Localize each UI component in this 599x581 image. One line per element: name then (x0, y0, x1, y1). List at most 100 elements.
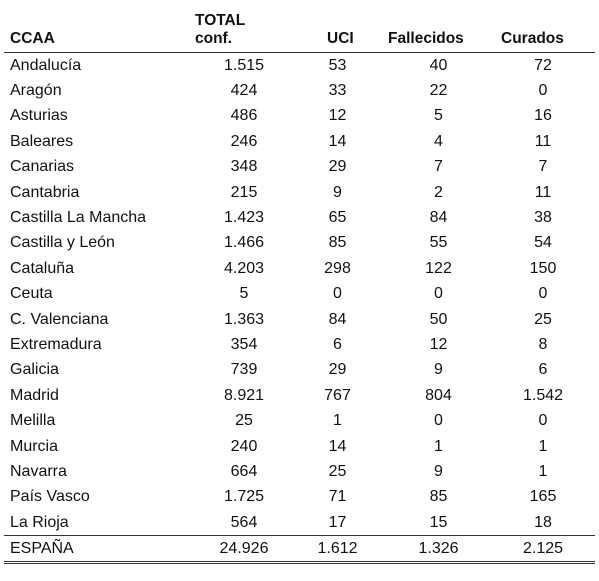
total-fallecidos-cell: 1.326 (382, 534, 489, 564)
header-total-conf: TOTAL conf. (179, 6, 291, 53)
table-row: Cantabria 215 9 2 11 (4, 179, 595, 204)
total-conf-cell: 25 (235, 412, 253, 430)
total-conf-cell: 354 (230, 335, 258, 353)
curados-cell: 0 (538, 285, 548, 303)
table-row: Melilla 25 1 0 0 (4, 408, 595, 433)
uci-cell: 65 (328, 209, 347, 227)
total-conf-cell: 1.466 (223, 234, 265, 252)
table-row: País Vasco 1.725 71 85 165 (4, 484, 595, 509)
region-cell: Castilla y León (10, 234, 115, 252)
curados-cell: 25 (534, 310, 552, 328)
total-conf-cell: 424 (230, 82, 258, 100)
fallecidos-cell: 9 (434, 361, 443, 379)
curados-cell: 0 (538, 412, 548, 430)
uci-cell: 9 (333, 183, 342, 201)
total-conf-cell: 486 (230, 107, 258, 125)
table-row: Canarias 348 29 7 7 (4, 154, 595, 179)
total-conf-cell: 246 (230, 132, 258, 150)
curados-cell: 16 (534, 107, 552, 125)
total-conf-cell: 1.363 (223, 310, 265, 328)
uci-cell: 1 (333, 412, 342, 430)
table-row: Cataluña 4.203 298 122 150 (4, 256, 595, 281)
total-uci-cell: 1.612 (291, 534, 382, 564)
covid-cases-table: CCAA TOTAL conf. UCI Fallecidos Curados … (4, 6, 595, 564)
uci-cell: 29 (328, 158, 347, 176)
curados-cell: 150 (529, 259, 557, 277)
region-cell: C. Valenciana (10, 310, 109, 328)
table-row: Madrid 8.921 767 804 1.542 (4, 383, 595, 408)
total-conf-cell: 564 (230, 513, 258, 531)
uci-cell: 14 (328, 437, 347, 455)
curados-cell: 1 (538, 462, 548, 480)
table-row: Baleares 246 14 4 11 (4, 129, 595, 154)
region-cell: Baleares (10, 132, 74, 150)
uci-cell: 84 (328, 310, 347, 328)
uci-cell: 14 (328, 132, 347, 150)
region-cell: País Vasco (10, 488, 90, 506)
total-conf-cell: 215 (230, 183, 258, 201)
curados-cell: 165 (529, 488, 557, 506)
header-row: CCAA TOTAL conf. UCI Fallecidos Curados (4, 6, 595, 53)
region-cell: Cantabria (10, 183, 80, 201)
region-cell: Castilla La Mancha (10, 209, 147, 227)
region-cell: Navarra (10, 462, 67, 480)
table-row: Castilla y León 1.466 85 55 54 (4, 230, 595, 255)
table-row: Castilla La Mancha 1.423 65 84 38 (4, 205, 595, 230)
total-region-cell: ESPAÑA (4, 534, 179, 564)
total-conf-cell: 4.203 (223, 259, 265, 277)
fallecidos-cell: 15 (429, 513, 448, 531)
table-row: La Rioja 564 17 15 18 (4, 510, 595, 536)
header-total-line2: conf. (195, 29, 233, 47)
total-conf-cell: 1.515 (223, 56, 265, 74)
header-total-line1: TOTAL (195, 11, 246, 29)
fallecidos-cell: 122 (425, 259, 452, 277)
fallecidos-cell: 9 (434, 462, 443, 480)
total-conf-cell: 1.725 (223, 488, 265, 506)
table-row: Andalucía 1.515 53 40 72 (4, 52, 595, 78)
total-conf-cell: 664 (230, 462, 258, 480)
uci-cell: 12 (328, 107, 347, 125)
uci-cell: 33 (328, 82, 347, 100)
header-uci: UCI (291, 6, 382, 53)
uci-cell: 298 (324, 259, 351, 277)
table-header: CCAA TOTAL conf. UCI Fallecidos Curados (4, 6, 595, 53)
region-cell: Madrid (10, 386, 59, 404)
total-conf-cell: 24.926 (179, 534, 291, 564)
curados-cell: 1.542 (522, 386, 564, 404)
fallecidos-cell: 85 (429, 488, 448, 506)
uci-cell: 25 (328, 462, 347, 480)
header-ccaa: CCAA (4, 6, 179, 53)
uci-cell: 6 (333, 335, 342, 353)
header-fallecidos: Fallecidos (382, 6, 489, 53)
fallecidos-cell: 2 (434, 183, 443, 201)
uci-cell: 85 (328, 234, 347, 252)
table-row: Asturias 486 12 5 16 (4, 103, 595, 128)
region-cell: Andalucía (10, 56, 82, 74)
curados-cell: 38 (534, 209, 552, 227)
total-conf-cell: 240 (230, 437, 258, 455)
table-row: Aragón 424 33 22 0 (4, 78, 595, 103)
fallecidos-cell: 0 (434, 285, 443, 303)
table-footer: ESPAÑA 24.926 1.612 1.326 2.125 (4, 534, 595, 564)
curados-cell: 7 (538, 158, 548, 176)
table-row: Ceuta 5 0 0 0 (4, 281, 595, 306)
total-row: ESPAÑA 24.926 1.612 1.326 2.125 (4, 534, 595, 564)
table-row: Extremadura 354 6 12 8 (4, 332, 595, 357)
total-conf-cell: 348 (230, 158, 258, 176)
table-row: Galicia 739 29 9 6 (4, 357, 595, 382)
uci-cell: 17 (328, 513, 347, 531)
fallecidos-cell: 50 (429, 310, 448, 328)
region-cell: Extremadura (10, 335, 102, 353)
curados-cell: 72 (534, 56, 552, 74)
region-cell: Melilla (10, 412, 56, 430)
curados-cell: 18 (534, 513, 552, 531)
total-conf-cell: 8.921 (223, 386, 265, 404)
total-conf-cell: 739 (230, 361, 258, 379)
uci-cell: 71 (328, 488, 347, 506)
curados-cell: 0 (538, 82, 548, 100)
region-cell: Murcia (10, 437, 59, 455)
fallecidos-cell: 22 (429, 82, 448, 100)
region-cell: Cataluña (10, 259, 75, 277)
region-cell: Ceuta (10, 285, 53, 303)
fallecidos-cell: 7 (434, 158, 443, 176)
